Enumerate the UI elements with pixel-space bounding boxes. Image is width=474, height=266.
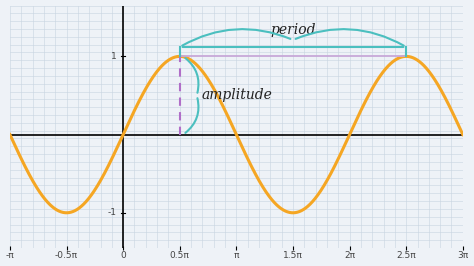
Text: amplitude: amplitude	[201, 89, 272, 102]
Text: period: period	[270, 23, 316, 37]
Text: -1: -1	[107, 208, 116, 217]
Text: 1: 1	[110, 52, 116, 61]
